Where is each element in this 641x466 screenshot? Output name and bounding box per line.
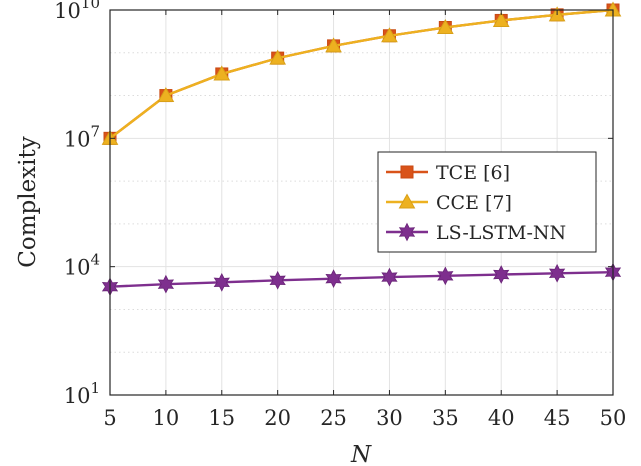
series-2-point bbox=[157, 87, 175, 103]
legend-label: TCE [6] bbox=[436, 162, 510, 184]
series-2-point bbox=[436, 18, 454, 34]
x-tick-label: 20 bbox=[264, 406, 291, 430]
x-tick-label: 10 bbox=[153, 406, 180, 430]
x-tick-label: 15 bbox=[208, 406, 235, 430]
x-tick-label: 50 bbox=[600, 406, 627, 430]
y-tick-label: 107 bbox=[64, 122, 100, 151]
x-tick-label: 30 bbox=[376, 406, 403, 430]
x-axis-title: N bbox=[350, 442, 372, 466]
series-2-line bbox=[109, 8, 614, 140]
series-3-point bbox=[269, 270, 286, 290]
series-3-line bbox=[109, 270, 614, 288]
series-2-point bbox=[325, 37, 342, 53]
series-3-point bbox=[548, 263, 566, 283]
series-2-point bbox=[492, 11, 510, 27]
tick-labels: 5 10 15 20 25 30 35 40 45 50 101 104 107 1010 bbox=[54, 0, 626, 430]
x-tick-label: 5 bbox=[103, 406, 116, 430]
x-tick-label: 25 bbox=[320, 406, 347, 430]
series-2-point bbox=[381, 27, 398, 43]
legend-marker bbox=[398, 222, 416, 242]
legend-entry-1: TCE [6] bbox=[386, 162, 510, 184]
legend-label: CCE [7] bbox=[436, 192, 512, 214]
legend-marker bbox=[400, 165, 414, 179]
x-tick-label: 40 bbox=[488, 406, 515, 430]
series-2-point bbox=[213, 65, 231, 81]
legend-marker bbox=[398, 193, 416, 209]
series-3-point bbox=[437, 266, 454, 286]
y-tick-label: 101 bbox=[64, 379, 100, 408]
plot-frame bbox=[109, 9, 614, 396]
series-3-point bbox=[213, 272, 230, 292]
y-axis-title: Complexity bbox=[15, 136, 41, 268]
y-tick-label: 1010 bbox=[54, 0, 100, 23]
series-3-point bbox=[157, 274, 175, 294]
series-2-point bbox=[269, 49, 287, 65]
legend-label: LS-LSTM-NN bbox=[436, 222, 566, 244]
x-tick-label: 45 bbox=[544, 406, 571, 430]
series-3-point bbox=[325, 269, 342, 289]
series-2 bbox=[101, 1, 622, 145]
series-3-point bbox=[493, 265, 510, 284]
tick-marks bbox=[109, 9, 614, 396]
legend-entry-2: CCE [7] bbox=[386, 192, 512, 214]
legend-entry-3: LS-LSTM-NN bbox=[386, 222, 566, 244]
y-tick-label: 104 bbox=[64, 251, 100, 280]
legend: TCE [6] CCE [7] LS-LSTM-NN bbox=[377, 151, 597, 253]
series-3-point bbox=[381, 267, 398, 287]
x-tick-label: 35 bbox=[432, 406, 459, 430]
